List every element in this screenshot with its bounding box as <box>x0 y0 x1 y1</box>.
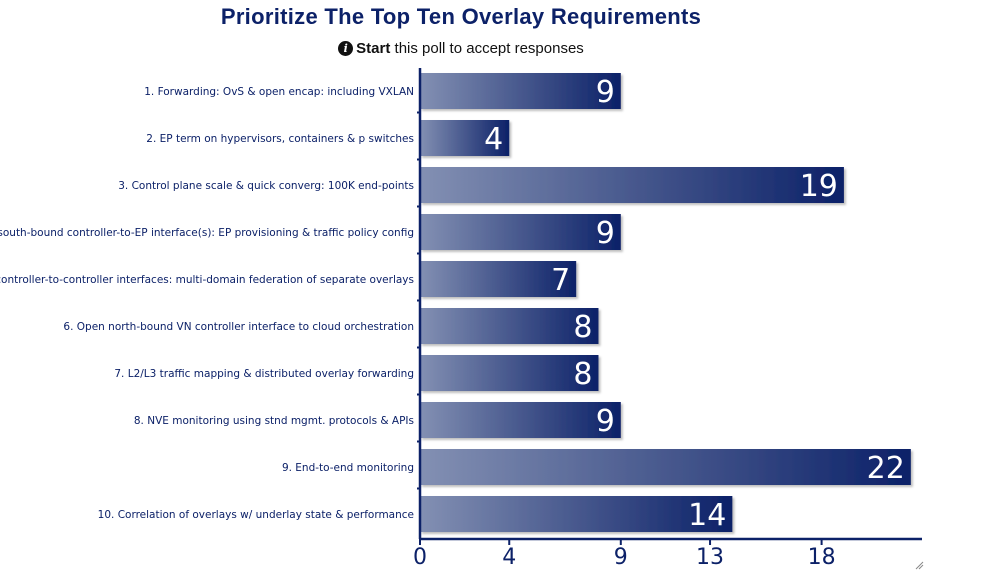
bar <box>420 214 621 250</box>
bar <box>420 167 844 203</box>
x-tick-label: 18 <box>808 545 836 570</box>
bar-value-label: 14 <box>688 498 726 533</box>
start-link[interactable]: Start <box>356 40 391 57</box>
category-label: 2. EP term on hypervisors, containers & … <box>146 133 414 145</box>
poll-notice-text: this poll to accept responses <box>390 40 584 57</box>
category-label: 1. Forwarding: OvS & open encap: includi… <box>144 86 414 98</box>
bar <box>420 355 599 391</box>
bar-value-label: 8 <box>573 357 592 392</box>
x-tick-label: 13 <box>696 545 724 570</box>
category-label: 5. Open controller-to-controller interfa… <box>0 274 414 286</box>
resize-handle-icon[interactable] <box>914 560 924 570</box>
bar <box>420 402 621 438</box>
category-label: 8. NVE monitoring using stnd mgmt. proto… <box>134 415 414 427</box>
info-icon: i <box>338 41 354 56</box>
x-tick-label: 9 <box>614 545 628 570</box>
x-tick-label: 4 <box>502 545 516 570</box>
category-label: 6. Open north-bound VN controller interf… <box>63 321 414 333</box>
bar-value-label: 9 <box>596 216 615 251</box>
bar-value-label: 19 <box>800 169 838 204</box>
x-tick-label: 0 <box>413 545 427 570</box>
category-label: 9. End-to-end monitoring <box>282 462 414 474</box>
bar <box>420 449 911 485</box>
bar <box>420 308 599 344</box>
bar <box>420 496 733 532</box>
bar-value-label: 4 <box>484 122 503 157</box>
category-label: 10. Correlation of overlays w/ underlay … <box>98 509 414 521</box>
bar <box>420 73 621 109</box>
axis-layer: 0 4 9 13 18 <box>413 68 922 570</box>
bar <box>420 120 510 156</box>
category-label: 3. Control plane scale & quick converg: … <box>118 180 414 192</box>
category-label: 7. L2/L3 traffic mapping & distributed o… <box>114 368 414 380</box>
chart-title: Prioritize The Top Ten Overlay Requireme… <box>220 4 702 29</box>
bar <box>420 261 577 297</box>
category-label: 4. Open south-bound controller-to-EP int… <box>0 227 414 239</box>
poll-notice: i Start this poll to accept responses <box>0 40 922 57</box>
bar-value-label: 22 <box>867 451 905 486</box>
bar-value-label: 9 <box>596 404 615 439</box>
bar-value-label: 7 <box>551 263 570 298</box>
bar-value-label: 9 <box>596 75 615 110</box>
category-labels-layer: 1. Forwarding: OvS & open encap: includi… <box>0 86 414 521</box>
bar-value-label: 8 <box>573 310 592 345</box>
